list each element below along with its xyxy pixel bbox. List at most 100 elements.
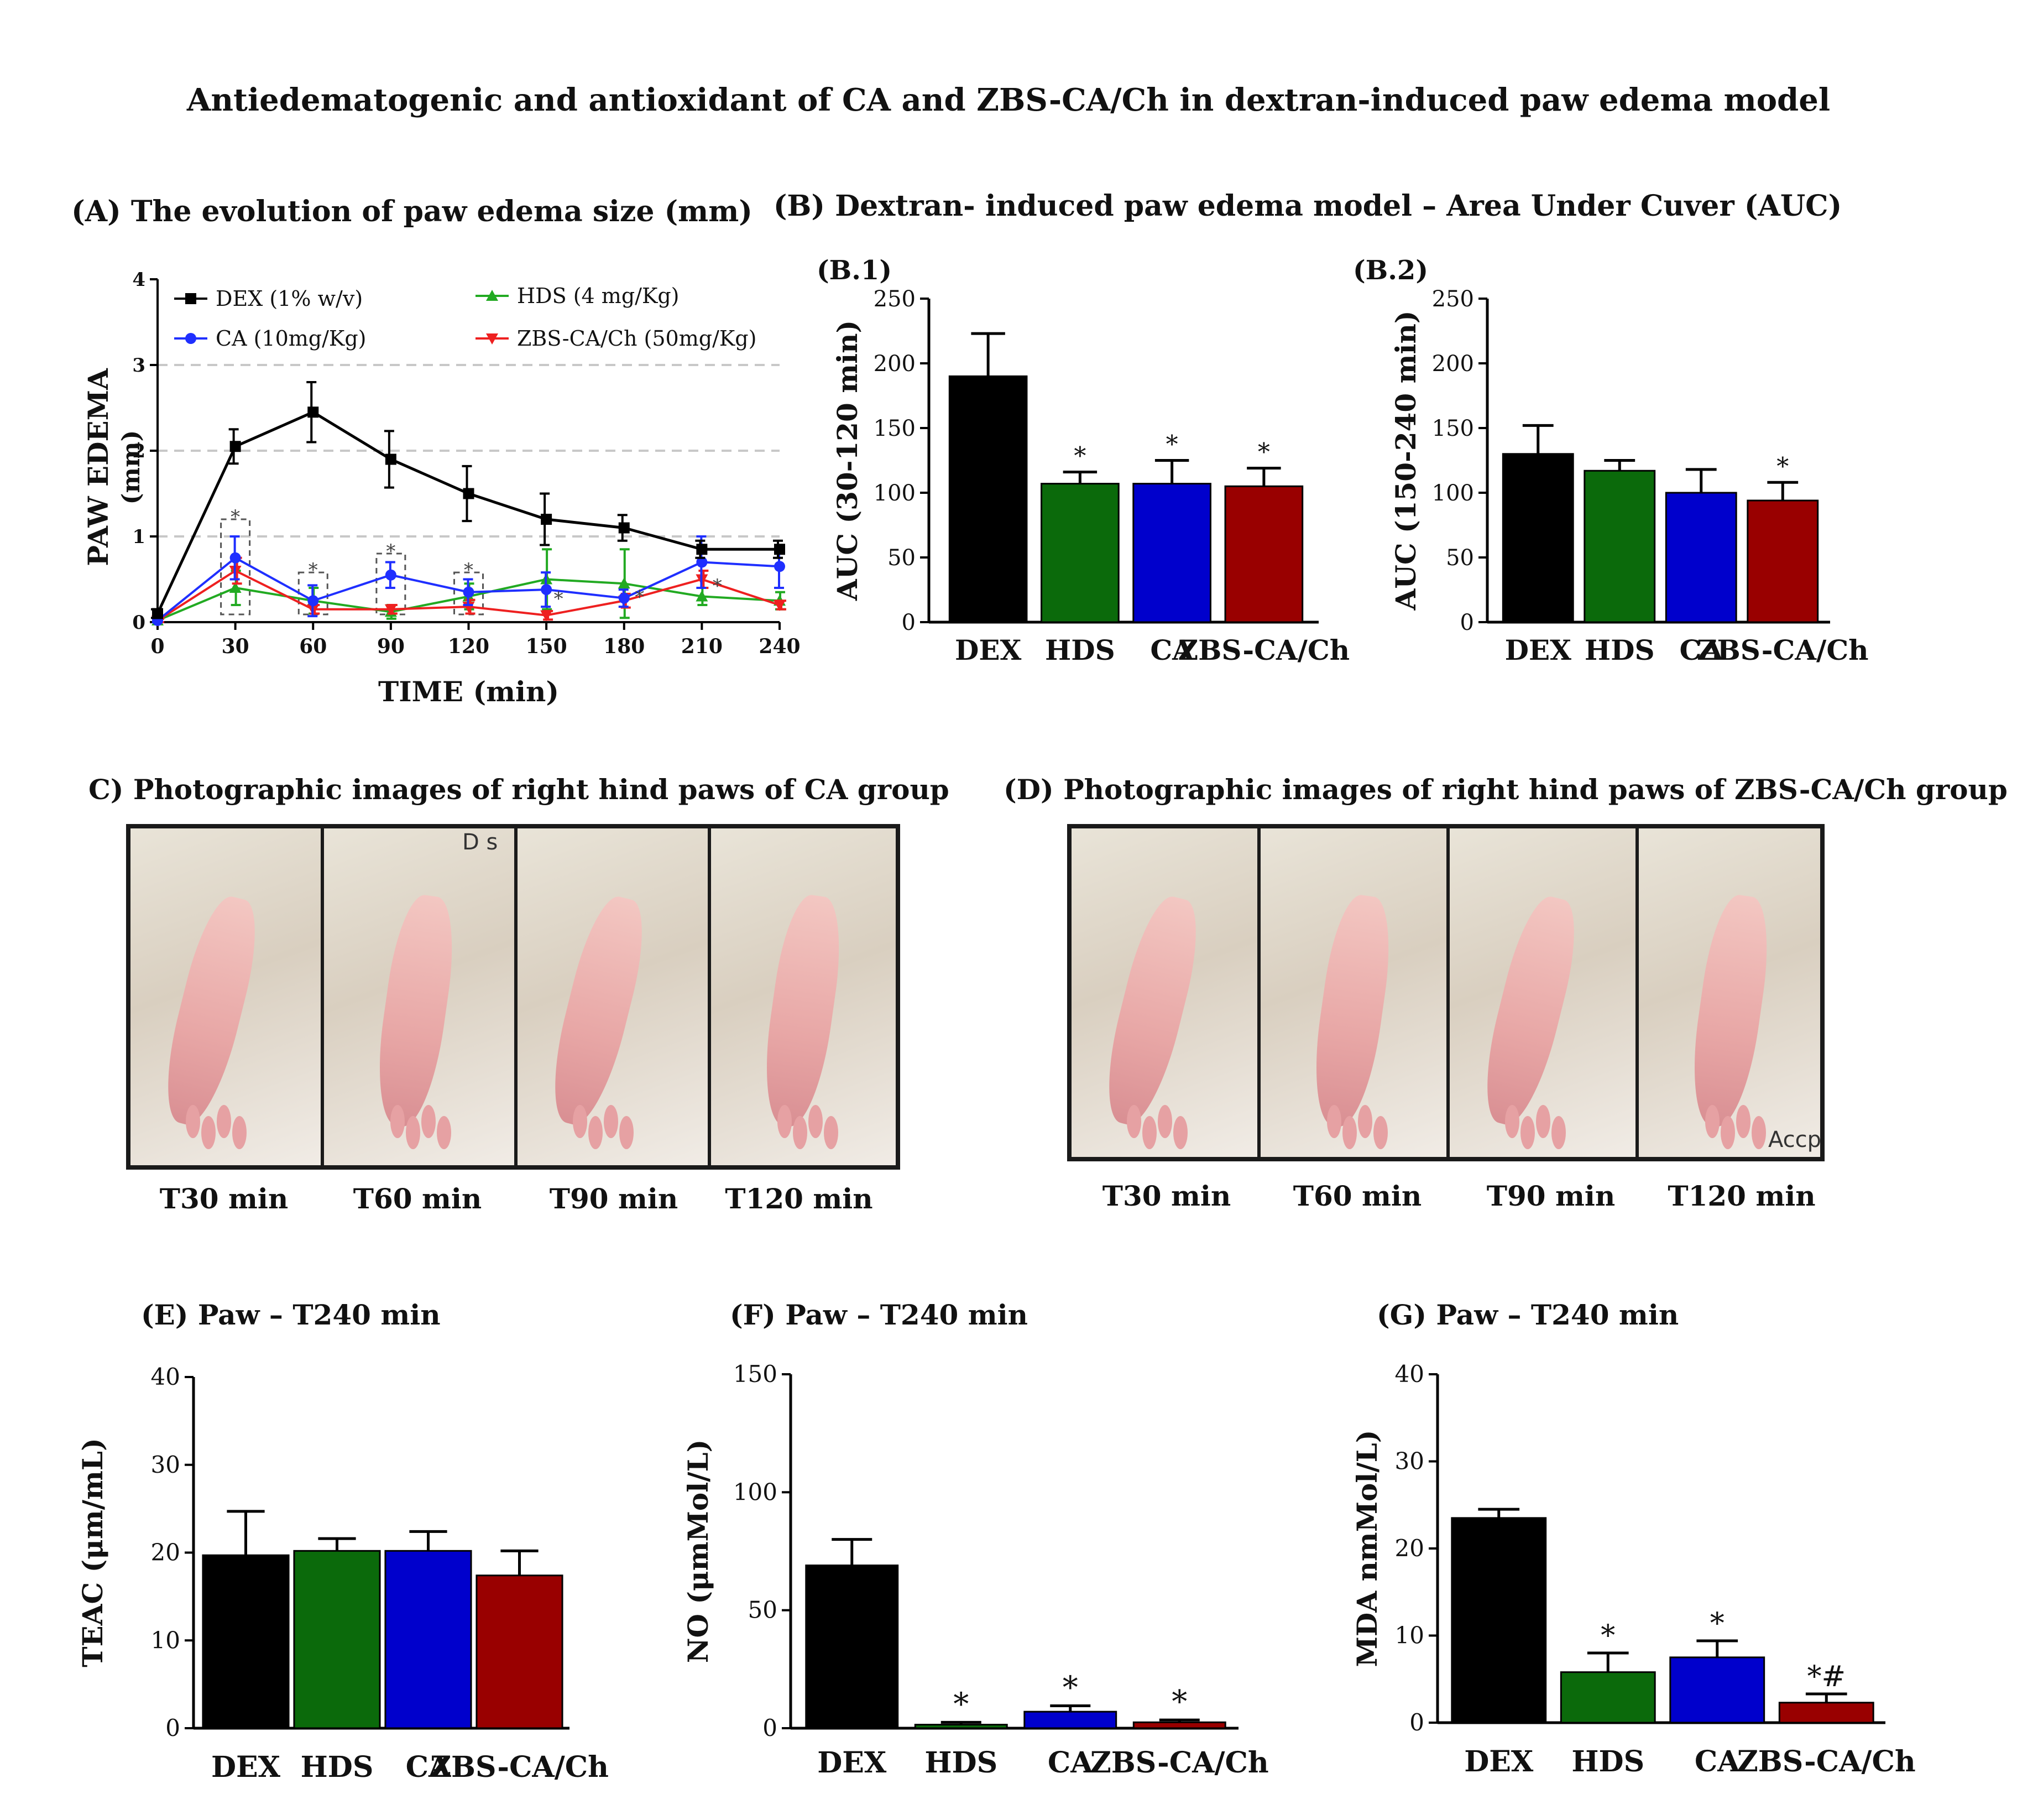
y-axis-label: PAW EDEMA <box>82 368 114 566</box>
category-label: CA <box>1695 1745 1740 1779</box>
subtitle-B2: (B.2) <box>1353 255 1428 286</box>
chart-G: 0 10 20 30 40 DEX * HDS * CA *# ZBS-CA/Ch MDA nmMol/… <box>1351 1360 1916 1779</box>
paw-toe <box>1752 1116 1766 1149</box>
bar-ZBS-CA/Ch <box>1132 1721 1226 1729</box>
category-label: CA <box>1679 634 1723 666</box>
paw-image <box>153 890 269 1131</box>
photo-label-D: T90 min <box>1487 1180 1615 1212</box>
y-tick-label: 10 <box>151 1626 180 1654</box>
paw-toe <box>1736 1105 1750 1138</box>
category-label: HDS <box>924 1746 997 1780</box>
significance-mark: * <box>1166 431 1178 459</box>
paw-toe <box>619 1116 634 1149</box>
marker-circle <box>229 552 241 564</box>
y-tick-label: 10 <box>1395 1622 1424 1649</box>
marker-square <box>229 441 241 452</box>
category-label: DEX <box>211 1750 281 1784</box>
paw-toe <box>1551 1116 1566 1149</box>
paw-toe <box>793 1116 807 1149</box>
paw-toe <box>604 1105 618 1138</box>
y-tick-label: 40 <box>1395 1360 1424 1388</box>
marker-circle <box>696 556 708 568</box>
chart-title-B: (B) Dextran- induced paw edema model – A… <box>774 189 1842 223</box>
marker-triangle-down <box>384 604 397 616</box>
y-tick-label: 50 <box>887 545 916 571</box>
paw-toe <box>1536 1105 1550 1138</box>
highlight-box <box>220 518 251 616</box>
significance-mark: * <box>554 588 563 610</box>
legend-marker <box>486 290 498 301</box>
significance-mark: * <box>953 1686 969 1722</box>
y-axis-label: AUC (30-120 min) <box>831 320 864 601</box>
photo-title-D: (D) Photographic images of right hind pa… <box>1004 773 2008 806</box>
x-tick-label: 0 <box>150 635 164 658</box>
subtitle-B1: (B.1) <box>817 255 892 286</box>
paw-image <box>1472 890 1588 1131</box>
significance-mark: * <box>713 575 722 597</box>
y-tick-label: 40 <box>151 1363 180 1390</box>
photo-ca-t30 <box>130 828 324 1165</box>
photo-zbs-overlay-text: Accp <box>1768 1127 1822 1153</box>
paw-toe <box>1327 1105 1341 1138</box>
x-tick-label: 210 <box>681 635 723 658</box>
chart-title: (A) The evolution of paw edema size (mm) <box>71 195 753 228</box>
photo-title-C: C) Photographic images of right hind paw… <box>88 773 949 806</box>
significance-mark: * <box>1063 1670 1078 1706</box>
category-label: HDS <box>301 1750 374 1784</box>
marker-triangle-down <box>540 610 553 622</box>
bar-CA <box>384 1550 472 1729</box>
bar-DEX <box>1451 1517 1547 1724</box>
y-tick-label: 100 <box>874 481 916 506</box>
paw-toe <box>201 1116 216 1149</box>
y-tick-label: 30 <box>151 1451 180 1478</box>
legend-label: HDS (4 mg/Kg) <box>517 284 680 308</box>
marker-square <box>774 544 785 555</box>
legend-marker <box>185 293 196 304</box>
x-tick-label: 240 <box>759 635 800 658</box>
marker-circle <box>774 561 785 572</box>
x-tick-label: 90 <box>377 635 405 658</box>
marker-square <box>152 608 163 619</box>
marker-circle <box>385 569 396 581</box>
y-tick-label: 0 <box>902 610 916 635</box>
bar-HDS <box>1560 1671 1656 1724</box>
paw-toe <box>1342 1116 1357 1149</box>
category-label: ZBS-CA/Ch <box>1697 634 1868 666</box>
photo-label-C: T30 min <box>160 1182 288 1215</box>
chart-B2: 0 50 100 150 200 250 DEX HDS CA * ZBS-CA/Ch AUC (15… <box>1389 286 1868 666</box>
photo-zbs-t90 <box>1450 828 1639 1157</box>
paw-toe <box>1173 1116 1188 1149</box>
marker-square <box>385 453 396 465</box>
legend-marker <box>185 333 196 344</box>
y-tick-label: 50 <box>748 1597 777 1624</box>
category-label: HDS <box>1571 1745 1644 1779</box>
significance-mark: * <box>464 559 473 581</box>
category-label: CA <box>1150 634 1194 666</box>
x-tick-label: 150 <box>526 635 567 658</box>
bar-HDS <box>293 1550 381 1729</box>
photo-ca-t90 <box>518 828 711 1165</box>
paw-toe <box>1705 1105 1720 1138</box>
bar-CA <box>1023 1711 1117 1729</box>
y-tick-label: 50 <box>1446 545 1474 571</box>
chart-B1: 0 50 100 150 200 250 DEX * HDS * CA * ZBS-CA/Ch AUC (… <box>831 286 1350 666</box>
legend-label: CA (10mg/Kg) <box>216 326 366 351</box>
legend-label: DEX (1% w/v) <box>216 286 363 311</box>
marker-square <box>618 522 630 534</box>
bar-HDS <box>1584 470 1656 623</box>
paw-image <box>369 891 462 1130</box>
chart-F: 0 50 100 150 DEX * HDS * CA * ZBS-CA/Ch NO (μmMol/L… <box>682 1360 1269 1780</box>
y-tick-label: 2 <box>132 440 145 462</box>
y-axis-label: TEAC (μm/mL) <box>76 1438 109 1667</box>
x-tick-label: 180 <box>603 635 645 658</box>
significance-mark: * <box>1601 1619 1615 1652</box>
category-label: ZBS-CA/Ch <box>430 1750 609 1784</box>
y-tick-label: 0 <box>1460 610 1474 635</box>
photo-zbs-t30 <box>1072 828 1261 1157</box>
significance-mark: * <box>1776 452 1789 481</box>
y-axis-label: NO (μmMol/L) <box>682 1440 714 1663</box>
y-axis-label-unit: (mm) <box>117 430 145 505</box>
y-tick-label: 150 <box>874 416 916 441</box>
